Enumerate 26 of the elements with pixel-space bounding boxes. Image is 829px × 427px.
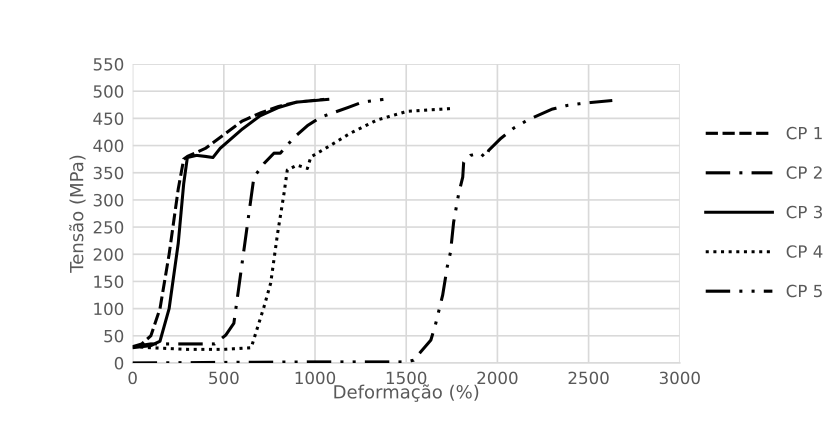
y-tick-label: 50 xyxy=(104,330,124,342)
y-tick-label: 150 xyxy=(94,275,124,288)
y-tick-label: 350 xyxy=(94,166,124,180)
y-tick-label: 450 xyxy=(93,112,124,125)
x-tick-label: 1500 xyxy=(386,372,426,384)
y-tick-label: 200 xyxy=(94,248,124,261)
x-tick-label: 2500 xyxy=(568,372,609,384)
x-tick-label: 3000 xyxy=(660,372,700,384)
legend-label: CP 2 xyxy=(786,166,822,179)
x-tick-label: 500 xyxy=(209,372,239,384)
x-tick-label: 1000 xyxy=(296,372,336,384)
x-tick-label: 0 xyxy=(128,372,137,384)
y-axis-title: Tensão (MPa) xyxy=(69,156,86,273)
legend-label: CP 3 xyxy=(786,206,822,218)
y-tick-label: 0 xyxy=(114,356,124,370)
y-tick-label: 400 xyxy=(93,140,124,152)
x-tick-label: 2000 xyxy=(477,372,518,384)
legend-label: CP 5 xyxy=(786,284,822,298)
y-tick-label: 250 xyxy=(94,221,124,234)
y-tick-label: 100 xyxy=(94,302,124,316)
y-tick-label: 550 xyxy=(94,58,124,71)
y-tick-label: 300 xyxy=(94,194,124,206)
legend-label: CP 4 xyxy=(786,245,822,258)
y-tick-label: 500 xyxy=(94,85,124,98)
legend-label: CP 1 xyxy=(786,126,822,140)
x-axis-title: Deformação (%) xyxy=(334,384,478,402)
